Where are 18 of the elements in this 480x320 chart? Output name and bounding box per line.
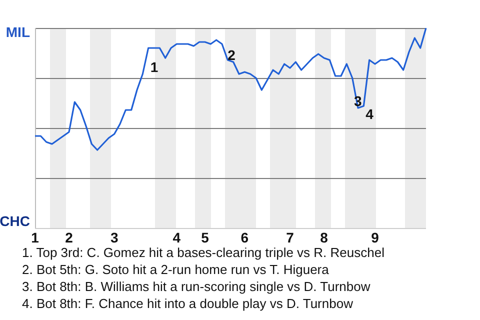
text: CHC [0,212,30,229]
annotation: 4 [366,106,374,122]
x-tick-label: 8 [320,229,328,246]
x-tick-label: 3 [110,229,118,246]
text: 2. Bot 5th: G. Soto hit a 2-run home run vs T. Higuera [22,261,330,278]
x-tick-label: 4 [172,229,181,246]
text: MIL [6,24,30,40]
text: 4. Bot 8th: F. Chance hit into a double play vs D. Turnbow [22,295,354,312]
x-tick-label: 5 [201,229,210,246]
annotation: 1 [150,58,158,75]
x-tick-label: 6 [240,229,249,246]
x-tick-label: 7 [286,229,294,246]
annotation: 2 [228,46,236,63]
text: 3. Bot 8th: B. Williams hit a run-scoring single vs D. Turnbow [22,278,372,295]
x-tick-label: 2 [65,229,74,246]
text: 1. Top 3rd: C. Gomez hit a bases-clearing triple vs R. Reuschel [22,244,384,261]
x-tick-label: 1 [31,229,40,246]
x-tick-label: 9 [371,229,380,246]
